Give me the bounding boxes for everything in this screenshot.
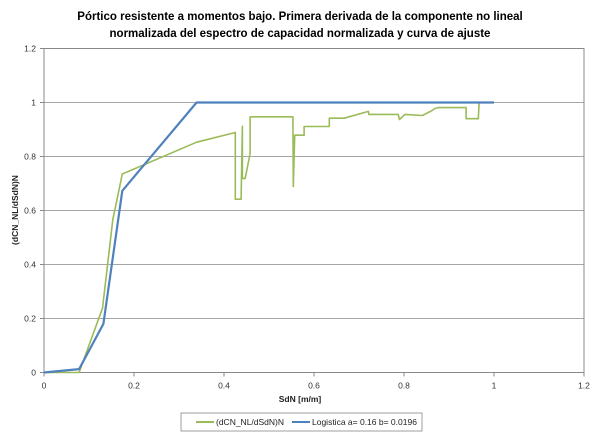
x-tick-label: 0 <box>42 381 47 391</box>
y-tick-label: 0.8 <box>24 152 36 162</box>
chart-title: Pórtico resistente a momentos bajo. Prim… <box>77 11 522 40</box>
title-line-1: Pórtico resistente a momentos bajo. Prim… <box>77 11 522 23</box>
y-tick-label: 0.6 <box>24 206 36 216</box>
y-tick-label: 1.2 <box>24 44 36 54</box>
legend-label-derivative: (dCN_NL/dSdN)N <box>216 417 284 427</box>
y-axis-label: (dCN_NL/dSdN)N <box>10 175 20 245</box>
legend-label-logistica: Logistica a= 0.16 b= 0.0196 <box>312 417 417 427</box>
y-tick-label: 0.4 <box>24 260 36 270</box>
x-tick-label: 1 <box>492 381 497 391</box>
x-tick-label: 0.6 <box>308 381 320 391</box>
gridlines <box>44 102 584 319</box>
series-lines <box>43 101 494 374</box>
title-line-2: normalizada del espectro de capacidad no… <box>110 28 491 40</box>
series-line-derivative <box>44 102 480 374</box>
x-axis-ticks: 0 0.2 0.4 0.6 0.8 1 1.2 <box>42 372 590 391</box>
y-tick-label: 0 <box>31 368 36 378</box>
x-axis-label: SdN [m/m] <box>279 394 322 404</box>
y-tick-label: 0.2 <box>24 314 36 324</box>
x-tick-label: 0.8 <box>398 381 410 391</box>
y-axis-ticks: 0 0.2 0.4 0.6 0.8 1 1.2 <box>24 44 44 378</box>
x-tick-label: 0.4 <box>218 381 230 391</box>
y-tick-label: 1 <box>31 98 36 108</box>
series-line-logistica <box>43 101 494 374</box>
x-tick-label: 1.2 <box>578 381 590 391</box>
x-tick-label: 0.2 <box>128 381 140 391</box>
legend: (dCN_NL/dSdN)N Logistica a= 0.16 b= 0.01… <box>180 412 423 432</box>
